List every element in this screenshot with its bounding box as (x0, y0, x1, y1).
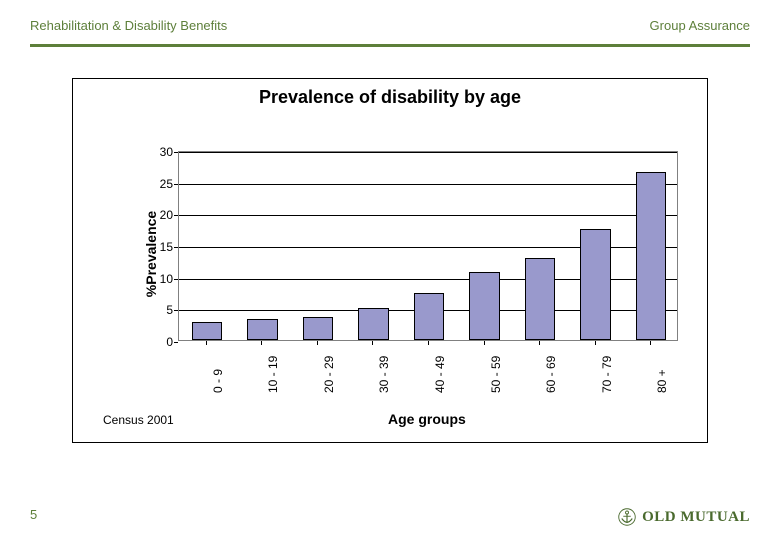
x-tick-label: 20 - 29 (322, 356, 336, 393)
y-tick-mark (174, 342, 178, 343)
anchor-icon (618, 508, 636, 526)
chart-frame: Prevalence of disability by age 05101520… (72, 78, 708, 443)
plot-box: 051015202530 (178, 151, 678, 341)
x-tick-label: 60 - 69 (544, 356, 558, 393)
x-tick-label: 70 - 79 (600, 356, 614, 393)
x-tick-label: 30 - 39 (377, 356, 391, 393)
bar (636, 172, 667, 340)
x-tick-mark (595, 341, 596, 345)
slide: Rehabilitation & Disability Benefits Gro… (0, 0, 780, 540)
x-tick-mark (317, 341, 318, 345)
y-tick-label: 10 (160, 272, 173, 286)
chart-area: 051015202530%Prevalence0 - 910 - 1920 - … (73, 129, 709, 444)
grid-line (179, 184, 677, 185)
bar (525, 258, 556, 340)
x-tick-mark (428, 341, 429, 345)
x-axis-label: Age groups (388, 411, 466, 427)
y-tick-label: 25 (160, 177, 173, 191)
header: Rehabilitation & Disability Benefits Gro… (30, 18, 750, 33)
y-tick-label: 5 (166, 303, 173, 317)
y-tick-mark (174, 310, 178, 311)
chart-source: Census 2001 (103, 413, 174, 427)
bar (414, 293, 445, 341)
y-tick-mark (174, 184, 178, 185)
x-tick-mark (206, 341, 207, 345)
y-tick-mark (174, 279, 178, 280)
x-tick-label: 40 - 49 (433, 356, 447, 393)
y-axis-label: %Prevalence (143, 211, 159, 297)
x-tick-mark (650, 341, 651, 345)
x-tick-mark (372, 341, 373, 345)
x-tick-mark (484, 341, 485, 345)
chart-title: Prevalence of disability by age (73, 87, 707, 108)
bar (303, 317, 334, 340)
header-rule (30, 44, 750, 47)
y-tick-mark (174, 152, 178, 153)
y-tick-mark (174, 247, 178, 248)
logo: OLD MUTUAL (618, 508, 750, 526)
x-tick-mark (261, 341, 262, 345)
bar (358, 308, 389, 340)
y-tick-label: 30 (160, 145, 173, 159)
grid-line (179, 215, 677, 216)
x-tick-mark (539, 341, 540, 345)
bar (192, 322, 223, 340)
header-right-title: Group Assurance (650, 18, 750, 33)
y-tick-label: 20 (160, 208, 173, 222)
y-tick-label: 0 (166, 335, 173, 349)
y-tick-label: 15 (160, 240, 173, 254)
bar (247, 319, 278, 340)
page-number: 5 (30, 507, 37, 522)
x-tick-label: 50 - 59 (489, 356, 503, 393)
x-tick-label: 80 + (655, 369, 669, 393)
logo-text: OLD MUTUAL (642, 509, 750, 526)
x-tick-label: 0 - 9 (211, 369, 225, 393)
bar (469, 272, 500, 340)
header-left-title: Rehabilitation & Disability Benefits (30, 18, 227, 33)
x-tick-label: 10 - 19 (266, 356, 280, 393)
grid-line (179, 152, 677, 153)
bar (580, 229, 611, 340)
y-tick-mark (174, 215, 178, 216)
